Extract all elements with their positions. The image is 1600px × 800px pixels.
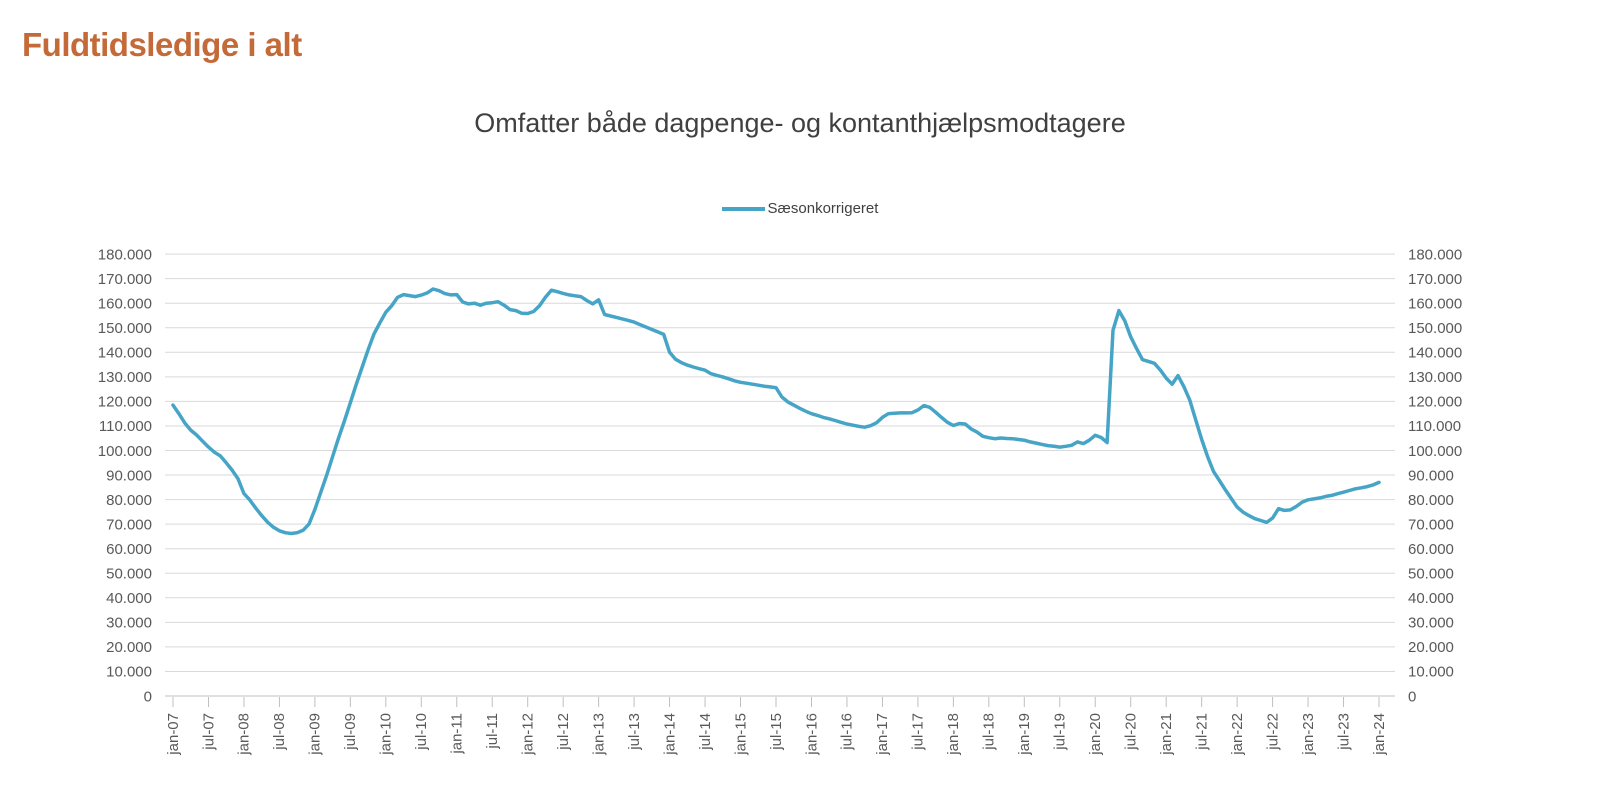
y-axis-label-right: 150.000	[1408, 320, 1462, 337]
x-axis-label: jan-10	[378, 713, 395, 756]
chart-title: Omfatter både dagpenge- og kontanthjælps…	[474, 108, 1126, 138]
y-axis-label-right: 30.000	[1408, 615, 1454, 632]
y-axis-label-left: 90.000	[106, 467, 152, 484]
x-axis-label: jan-22	[1229, 713, 1246, 756]
y-axis-label-left: 20.000	[106, 639, 152, 656]
chart-legend: Sæsonkorrigeret	[0, 200, 1600, 217]
y-axis-label-right: 80.000	[1408, 492, 1454, 509]
y-axis-label-left: 40.000	[106, 590, 152, 607]
legend-line-swatch	[721, 206, 765, 211]
x-axis-label: jul-09	[342, 713, 359, 751]
y-axis-label-left: 180.000	[98, 246, 152, 263]
y-axis-label-right: 100.000	[1408, 443, 1462, 460]
x-axis-label: jan-18	[945, 713, 962, 756]
y-axis-label-right: 0	[1408, 688, 1416, 705]
x-axis-label: jan-07	[165, 713, 182, 756]
x-axis-label: jan-13	[590, 713, 607, 756]
x-axis-label: jul-16	[839, 713, 856, 751]
x-axis-label: jul-10	[413, 713, 430, 751]
x-axis-label: jan-12	[520, 713, 537, 756]
x-axis-label: jul-08	[271, 713, 288, 751]
y-axis-label-right: 10.000	[1408, 664, 1454, 681]
y-axis-label-left: 110.000	[99, 418, 152, 435]
y-axis-label-left: 30.000	[106, 615, 152, 632]
y-axis-label-right: 20.000	[1408, 639, 1454, 656]
x-axis-label: jul-20	[1123, 713, 1140, 751]
y-axis-label-right: 120.000	[1408, 394, 1462, 411]
y-axis-label-left: 130.000	[98, 369, 152, 386]
y-axis-label-left: 160.000	[98, 295, 152, 312]
x-axis-label: jul-15	[768, 713, 785, 751]
x-axis-label: jan-23	[1300, 713, 1317, 756]
y-axis-label-right: 110.000	[1408, 418, 1461, 435]
x-axis-label: jan-09	[307, 713, 324, 756]
x-axis-label: jan-16	[803, 713, 820, 756]
y-axis-label-right: 70.000	[1408, 516, 1454, 533]
y-axis-label-left: 150.000	[98, 320, 152, 337]
y-axis-label-left: 80.000	[106, 492, 152, 509]
y-axis-label-right: 180.000	[1408, 246, 1462, 263]
x-axis-label: jul-13	[626, 713, 643, 751]
x-axis-label: jul-18	[981, 713, 998, 751]
x-axis-label: jul-07	[200, 713, 217, 751]
x-axis-label: jul-21	[1193, 713, 1210, 751]
legend-label: Sæsonkorrigeret	[767, 200, 879, 217]
x-axis-label: jan-11	[449, 713, 466, 755]
y-axis-label-left: 100.000	[98, 443, 152, 460]
y-axis-label-right: 160.000	[1408, 295, 1462, 312]
x-axis-label: jan-20	[1087, 713, 1104, 756]
y-axis-label-left: 140.000	[98, 345, 152, 362]
page-title: Fuldtidsledige i alt	[22, 26, 302, 63]
y-axis-label-left: 0	[144, 688, 152, 705]
y-axis-label-left: 60.000	[106, 541, 152, 558]
x-axis-label: jul-14	[697, 713, 714, 751]
y-axis-label-right: 130.000	[1408, 369, 1462, 386]
y-axis-label-right: 60.000	[1408, 541, 1454, 558]
y-axis-label-left: 170.000	[98, 271, 152, 288]
x-axis-label: jan-21	[1158, 713, 1175, 756]
x-axis-label: jul-11	[484, 713, 501, 750]
x-axis-label: jan-17	[874, 713, 891, 756]
x-axis-label: jan-15	[732, 713, 749, 756]
y-axis-label-right: 40.000	[1408, 590, 1454, 607]
series-line-saesonkorrigeret	[171, 287, 1381, 536]
y-axis-label-left: 120.000	[98, 394, 152, 411]
x-axis-label: jan-08	[236, 713, 253, 756]
x-axis-label: jul-17	[910, 713, 927, 751]
y-axis-label-right: 90.000	[1408, 467, 1454, 484]
x-axis-label: jul-23	[1335, 713, 1352, 751]
x-axis-label: jul-12	[555, 713, 572, 751]
x-axis-label: jan-24	[1371, 713, 1388, 756]
y-axis-label-right: 170.000	[1408, 271, 1462, 288]
y-axis-label-left: 70.000	[106, 516, 152, 533]
y-axis-label-left: 50.000	[106, 566, 152, 583]
x-axis-label: jul-22	[1264, 713, 1281, 751]
x-axis-label: jan-19	[1016, 713, 1033, 756]
x-axis-label: jan-14	[661, 713, 678, 756]
y-axis-label-right: 140.000	[1408, 345, 1462, 362]
y-axis-label-right: 50.000	[1408, 566, 1454, 583]
x-axis-label: jul-19	[1052, 713, 1069, 751]
y-axis-label-left: 10.000	[106, 664, 152, 681]
